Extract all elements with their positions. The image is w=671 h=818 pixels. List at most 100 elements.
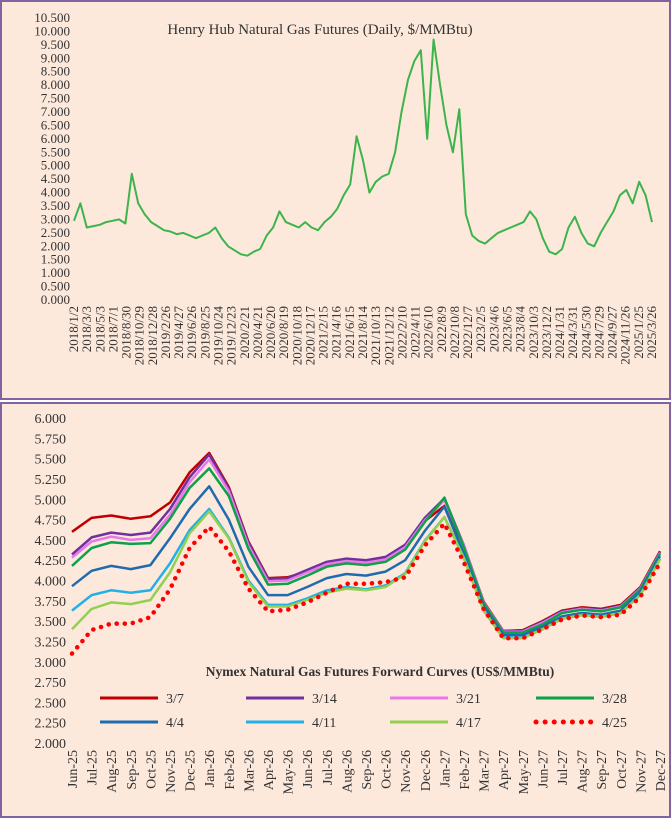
x-tick-label: 2020/4/21 <box>250 306 265 359</box>
y-tick-label: 6.000 <box>41 131 70 146</box>
legend-label: 3/7 <box>166 692 184 707</box>
y-tick-label: 1.500 <box>41 252 70 267</box>
y-tick-label: 2.250 <box>35 717 67 732</box>
x-tick-label: 2020/8/19 <box>276 306 291 359</box>
x-tick-label: 2021/8/14 <box>355 306 370 359</box>
x-tick-label: May-27 <box>517 750 532 794</box>
x-tick-label: Aug-25 <box>105 750 120 793</box>
legend-label: 4/25 <box>602 716 627 731</box>
y-tick-label: 5.750 <box>35 432 67 447</box>
x-tick-label: Mar-26 <box>242 750 257 792</box>
y-tick-label: 4.250 <box>35 554 67 569</box>
henry-hub-chart: 0.0000.5001.0001.5002.0002.5003.0003.500… <box>34 10 659 366</box>
y-tick-label: 4.000 <box>41 185 70 200</box>
y-tick-label: 2.000 <box>41 238 70 253</box>
x-tick-label: 2019/2/26 <box>158 306 173 359</box>
x-tick-label: 2020/10/18 <box>289 306 304 365</box>
forward-curves-chart-panel: 2.000 2.250 2.500 2.750 3.000 3.250 3.500 3.750… <box>0 402 671 818</box>
x-tick-label: 2020/2/21 <box>237 306 252 359</box>
y-tick-label: 4.500 <box>35 534 67 549</box>
x-tick-label: Sep-25 <box>125 750 140 790</box>
x-tick-label: 2022/12/7 <box>460 306 475 359</box>
x-tick-label: Sep-27 <box>595 750 610 790</box>
x-tick-label: May-26 <box>282 750 297 794</box>
x-tick-label: 2023/6/5 <box>500 306 515 352</box>
x-tick-label: 2018/8/30 <box>119 306 134 359</box>
x-tick-label: Oct-26 <box>380 750 395 789</box>
x-tick-label: Jul-27 <box>556 750 571 785</box>
legend-label: 4/17 <box>456 716 481 731</box>
x-tick-label: Dec-25 <box>184 750 199 791</box>
x-tick-label: 2024/11/26 <box>618 306 633 365</box>
x-tick-label: Jul-26 <box>321 750 336 785</box>
y-tick-label: 8.500 <box>41 64 70 79</box>
x-tick-label: 2019/8/25 <box>197 306 212 359</box>
y-tick-label: 3.000 <box>35 656 67 671</box>
x-tick-label: 2018/1/2 <box>66 306 81 352</box>
x-tick-label: Jun-25 <box>66 750 81 788</box>
x-tick-label: 2022/4/11 <box>408 306 423 358</box>
forward-curves-chart: 2.000 2.250 2.500 2.750 3.000 3.250 3.500 3.750… <box>35 412 670 794</box>
x-tick-label: 2024/9/27 <box>605 306 620 359</box>
forward-curve-line-3-7 <box>71 451 662 633</box>
y-tick-label: 2.500 <box>35 696 67 711</box>
y-tick-label: 2.750 <box>35 676 67 691</box>
x-tick-label: 2021/4/16 <box>329 306 344 359</box>
y-tick-label: 4.000 <box>35 575 67 590</box>
y-tick-label: 10.000 <box>34 23 70 38</box>
forward-curves-chart-title: Nymex Natural Gas Futures Forward Curves… <box>206 664 554 679</box>
x-tick-label: 2018/3/3 <box>79 306 94 352</box>
forward-curve-line-3-28 <box>71 467 662 634</box>
y-tick-label: 9.500 <box>41 37 70 52</box>
henry-hub-price-line <box>73 38 653 257</box>
x-tick-label: Jun-26 <box>301 750 316 788</box>
y-tick-label: 3.250 <box>35 635 67 650</box>
y-tick-label: 9.000 <box>41 50 70 65</box>
x-tick-label: Jun-27 <box>536 750 551 788</box>
x-tick-label: 2024/3/31 <box>565 306 580 359</box>
x-tick-label: 2022/6/10 <box>421 306 436 359</box>
legend-label: 4/11 <box>312 716 336 731</box>
x-tick-label: 2025/3/26 <box>644 306 659 359</box>
x-tick-label: 2023/8/4 <box>513 306 528 353</box>
x-tick-label: 2020/12/17 <box>302 306 317 366</box>
x-tick-label: Mar-27 <box>478 750 493 792</box>
x-tick-label: 2023/12/2 <box>539 306 554 359</box>
legend-label: 4/4 <box>166 716 184 731</box>
x-tick-label: 2018/12/28 <box>145 306 160 365</box>
x-tick-label: Jan-26 <box>203 750 218 787</box>
y-tick-label: 6.500 <box>41 117 70 132</box>
x-tick-label: 2021/6/15 <box>342 306 357 359</box>
x-tick-label: Apr-26 <box>262 750 277 790</box>
x-tick-label: 2018/5/3 <box>92 306 107 352</box>
y-tick-label: 3.500 <box>41 198 70 213</box>
x-tick-label: 2023/2/5 <box>473 306 488 352</box>
y-tick-label: 7.000 <box>41 104 70 119</box>
legend-label: 3/21 <box>456 692 481 707</box>
x-tick-label: 2019/12/23 <box>224 306 239 365</box>
x-tick-label: 2018/10/29 <box>132 306 147 365</box>
y-tick-label: 2.500 <box>41 225 70 240</box>
x-tick-label: Feb-27 <box>458 750 473 790</box>
y-tick-label: 5.000 <box>35 493 67 508</box>
y-tick-label: 6.000 <box>35 412 67 427</box>
x-tick-label: 2024/7/29 <box>591 306 606 359</box>
y-tick-label: 5.500 <box>35 453 67 468</box>
x-tick-label: 2021/2/15 <box>316 306 331 359</box>
y-tick-label: 4.500 <box>41 171 70 186</box>
x-tick-label: 2023/10/3 <box>526 306 541 359</box>
x-tick-label: 2024/5/30 <box>578 306 593 359</box>
x-tick-label: 2024/1/31 <box>552 306 567 359</box>
y-tick-label: 1.000 <box>41 265 70 280</box>
x-tick-label: 2019/6/26 <box>184 306 199 359</box>
x-tick-label: Aug-26 <box>340 750 355 793</box>
x-tick-label: Sep-26 <box>360 750 375 790</box>
x-tick-label: Nov-27 <box>634 750 649 793</box>
y-tick-label: 4.750 <box>35 514 67 529</box>
y-tick-label: 5.250 <box>35 473 67 488</box>
x-tick-label: Jan-27 <box>438 750 453 787</box>
legend-label: 3/28 <box>602 692 627 707</box>
forward-curve-line-4-25 <box>69 521 663 656</box>
x-tick-label: Feb-26 <box>223 750 238 790</box>
x-tick-label: Oct-27 <box>615 750 630 789</box>
